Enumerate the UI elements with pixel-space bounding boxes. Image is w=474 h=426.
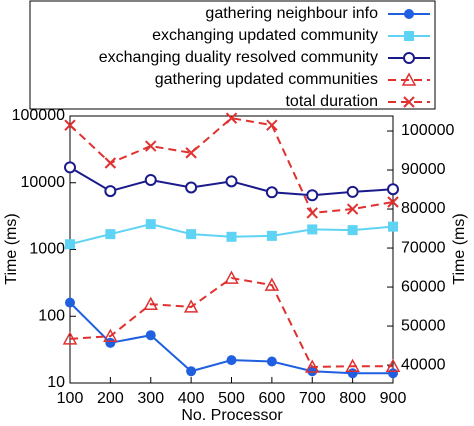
y2-tick-label: 60000	[401, 278, 446, 295]
y2-tick-label: 90000	[401, 161, 446, 178]
marker	[266, 119, 278, 131]
marker	[104, 185, 117, 198]
marker	[185, 147, 197, 159]
legend-label: gathering updated communities	[155, 71, 378, 88]
legend-marker	[401, 72, 417, 86]
marker	[226, 355, 237, 366]
marker	[266, 230, 277, 241]
marker	[306, 189, 319, 202]
y-axis-label: Time (ms)	[3, 213, 20, 284]
marker	[105, 337, 116, 348]
marker	[64, 161, 76, 174]
legend-label: gathering neighbour info	[205, 5, 378, 22]
marker	[185, 181, 198, 194]
marker	[388, 368, 398, 379]
marker	[62, 331, 78, 345]
marker	[304, 359, 320, 373]
legend-marker	[403, 52, 415, 64]
marker	[307, 224, 318, 235]
x-tick-label: 500	[218, 390, 245, 407]
x-tick-label: 300	[137, 390, 164, 407]
marker	[387, 183, 399, 196]
marker	[65, 297, 75, 308]
x-axis-label: No. Processor	[181, 407, 283, 424]
marker	[224, 270, 239, 284]
legend-marker	[403, 96, 415, 108]
marker	[186, 229, 197, 240]
x-tick-label: 200	[97, 390, 124, 407]
marker	[104, 157, 117, 169]
marker	[65, 239, 75, 250]
marker	[346, 185, 359, 198]
marker	[387, 196, 399, 208]
marker	[347, 368, 358, 379]
legend-marker	[404, 9, 414, 19]
plot-frame	[69, 115, 394, 384]
y-tick-label: 100000	[12, 107, 65, 124]
x-tick-label: 700	[299, 390, 326, 407]
marker	[388, 221, 398, 232]
marker	[143, 296, 159, 310]
marker	[265, 186, 278, 199]
x-tick-label: 600	[259, 390, 286, 407]
marker	[347, 225, 358, 236]
marker	[307, 366, 318, 377]
marker	[225, 175, 238, 188]
marker	[266, 356, 277, 367]
marker	[345, 358, 360, 372]
marker	[105, 229, 116, 240]
marker	[225, 112, 238, 124]
x-tick-label: 900	[380, 390, 407, 407]
series-line	[69, 117, 394, 214]
y-tick-label: 10000	[21, 174, 66, 191]
x-tick-label: 800	[339, 390, 366, 407]
legend-label: exchanging updated community	[152, 27, 378, 44]
legend-label: total duration	[285, 93, 378, 110]
marker	[145, 330, 156, 341]
marker	[64, 119, 76, 131]
y2-tick-label: 100000	[401, 122, 454, 139]
marker	[346, 203, 359, 215]
legend-label: exchanging duality resolved community	[99, 49, 378, 66]
marker	[145, 219, 156, 230]
x-tick-label: 100	[57, 390, 84, 407]
marker	[145, 140, 157, 152]
marker	[264, 277, 280, 291]
y2-tick-label: 40000	[401, 356, 446, 373]
x-tick-label: 400	[178, 390, 205, 407]
y2-axis-label: Time (ms)	[451, 213, 468, 284]
marker	[186, 366, 197, 377]
y2-tick-label: 80000	[401, 200, 446, 217]
y-tick-label: 100	[38, 307, 65, 324]
y2-tick-label: 70000	[401, 239, 446, 256]
y-tick-label: 1000	[29, 241, 65, 258]
marker	[226, 231, 237, 242]
marker	[144, 173, 157, 186]
marker	[103, 328, 118, 342]
marker	[183, 299, 199, 313]
series-line	[69, 277, 393, 369]
y2-tick-label: 50000	[401, 317, 446, 334]
marker	[306, 207, 318, 219]
legend-marker	[404, 31, 414, 41]
marker	[385, 358, 401, 372]
legend-box	[29, 0, 436, 110]
y-tick-label: 10	[47, 374, 65, 391]
